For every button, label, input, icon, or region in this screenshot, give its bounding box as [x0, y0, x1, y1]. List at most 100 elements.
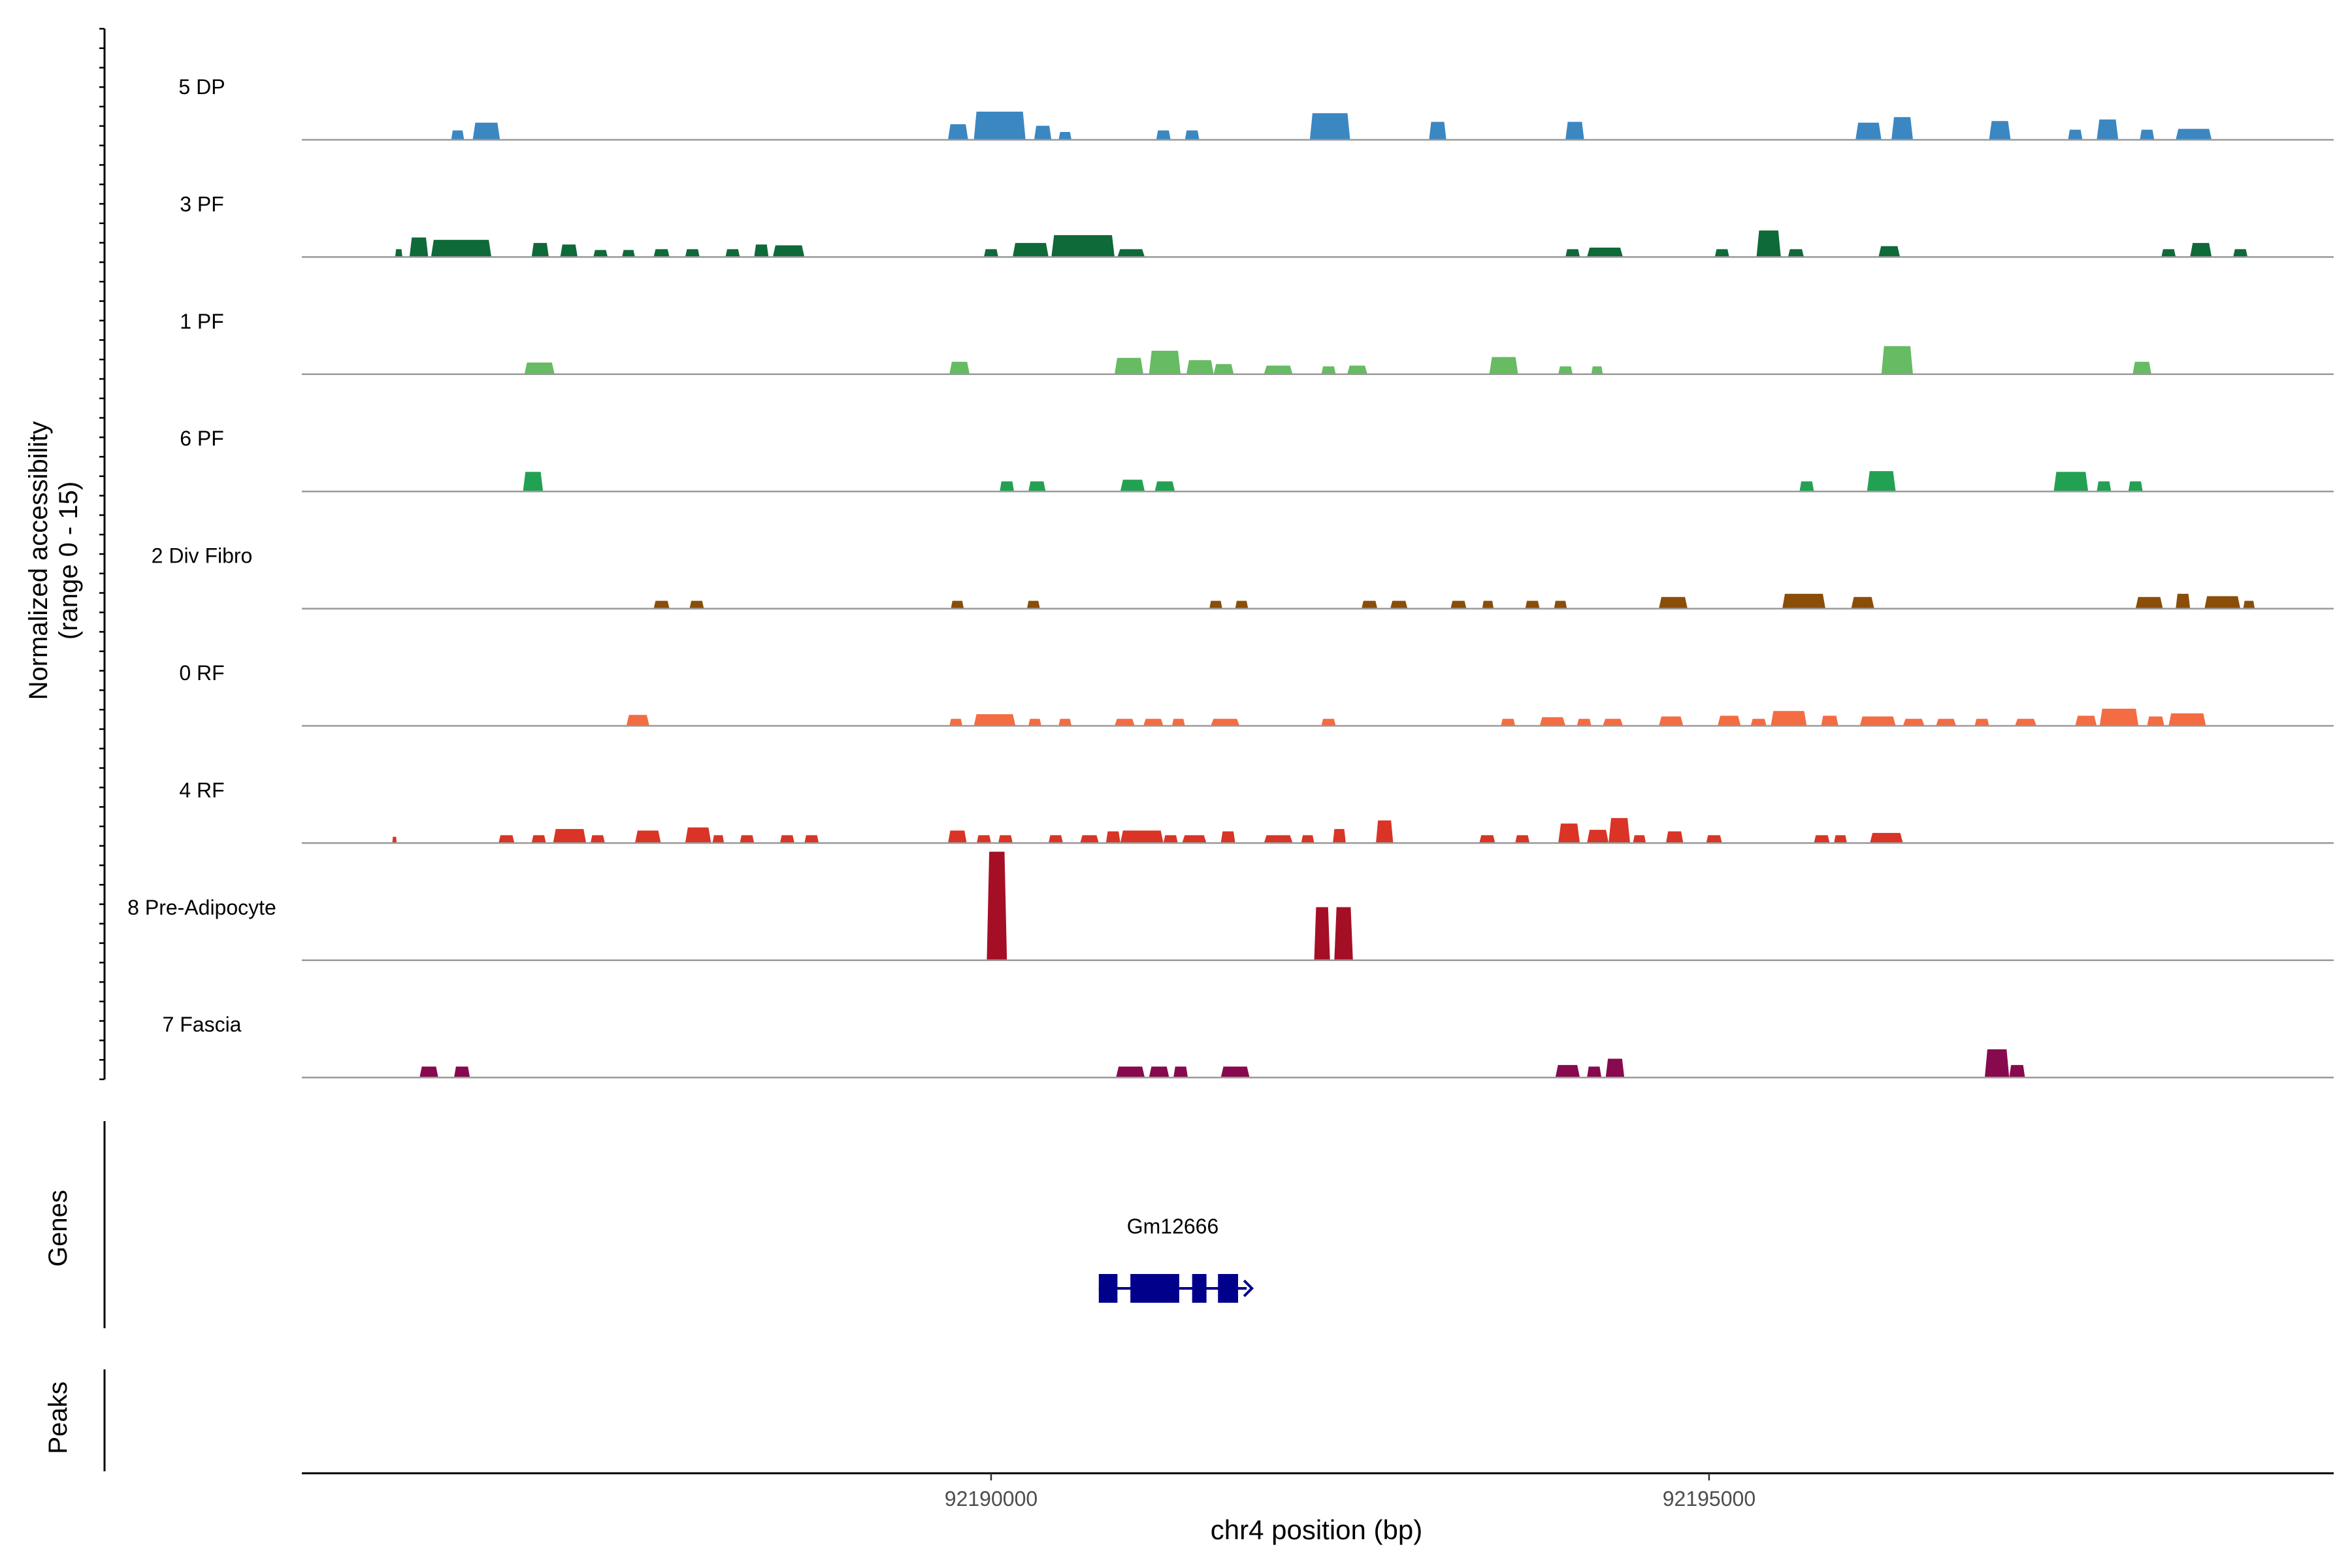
peak [2147, 716, 2164, 726]
peak [987, 851, 1007, 960]
peak [2243, 600, 2255, 609]
peak [1058, 132, 1072, 140]
peak [725, 249, 740, 257]
peak [1116, 1066, 1145, 1078]
peak [1814, 835, 1830, 843]
peak [1120, 830, 1164, 843]
peak [1565, 122, 1584, 140]
peak [1989, 121, 2011, 140]
peak [2140, 129, 2155, 140]
peak [1555, 1065, 1580, 1078]
peak [949, 361, 970, 374]
peak [1182, 835, 1207, 843]
peak [1782, 593, 1825, 609]
peak [1633, 835, 1646, 843]
track-2-div-fibro: 2 Div Fibro [152, 544, 2334, 610]
peak [1028, 481, 1046, 492]
peak [1706, 835, 1722, 843]
peak [419, 1066, 438, 1078]
peak [1718, 715, 1741, 726]
x-tick-label: 92190000 [945, 1487, 1037, 1511]
peak [1173, 1066, 1188, 1078]
peak [1587, 830, 1609, 843]
peak [977, 835, 991, 843]
peak [653, 249, 670, 257]
peak [2097, 119, 2119, 140]
peak [523, 472, 544, 492]
peak [1903, 719, 1925, 726]
peak [2176, 593, 2191, 609]
track-3-pf: 3 PF [180, 192, 2334, 258]
peak [1756, 230, 1781, 257]
gene-exon [1130, 1274, 1179, 1303]
track-label: 8 Pre-Adipocyte [127, 896, 276, 919]
peak [395, 249, 402, 257]
peak [2068, 129, 2083, 140]
peak [1156, 130, 1171, 140]
peak [973, 111, 1026, 140]
peak [1479, 835, 1495, 843]
peak [1771, 711, 1807, 726]
peak [1851, 596, 1874, 609]
peak [1235, 600, 1249, 609]
peak [1489, 357, 1518, 374]
peak [1390, 600, 1408, 609]
peak [772, 245, 805, 257]
peak [1211, 719, 1240, 726]
peak [454, 1066, 470, 1078]
peak [1143, 719, 1164, 726]
track-label: 2 Div Fibro [152, 544, 253, 568]
peak [1171, 719, 1185, 726]
x-tick-label: 92195000 [1663, 1487, 1756, 1511]
track-1-pf: 1 PF [180, 310, 2334, 376]
peak [1309, 113, 1350, 140]
peak [1539, 717, 1566, 726]
peak [1891, 117, 1913, 140]
peak [1058, 719, 1072, 726]
peak [1859, 716, 1896, 726]
peak [1186, 360, 1214, 374]
peak [1117, 249, 1145, 257]
peak [1314, 907, 1330, 960]
axes: 92190000 92195000 [99, 27, 2334, 1511]
peak [2161, 249, 2176, 257]
peaks-track-label: Peaks [44, 1381, 73, 1454]
peak [524, 362, 555, 374]
peak [779, 835, 794, 843]
peak [1450, 600, 1467, 609]
peak [1213, 364, 1234, 374]
gene-exon [1218, 1274, 1239, 1303]
peak [1321, 366, 1336, 374]
gene-track: Gm12666 [1098, 1215, 1254, 1303]
peak [2097, 481, 2112, 492]
peak [1149, 1066, 1169, 1078]
x-axis-label: chr4 position (bp) [1211, 1514, 1423, 1545]
genes-track-label: Genes [44, 1190, 73, 1267]
peak [2190, 242, 2212, 257]
track-5-dp: 5 DP [178, 75, 2334, 141]
peak [626, 715, 649, 726]
track-label: 6 PF [180, 427, 224, 450]
peak [1301, 835, 1315, 843]
peak [1334, 907, 1353, 960]
peak [431, 240, 492, 257]
peak [1974, 719, 1989, 726]
peak [984, 249, 998, 257]
peak [1870, 832, 1903, 843]
track-8-pre-adipocyte: 8 Pre-Adipocyte [127, 851, 2334, 962]
peak [2168, 713, 2206, 726]
gene-exon [1192, 1274, 1207, 1303]
peak [1867, 471, 1896, 492]
peak [754, 244, 769, 257]
peak [1184, 130, 1200, 140]
peak [948, 830, 967, 843]
peak [2015, 719, 2036, 726]
track-label: 3 PF [180, 192, 224, 216]
y-axis-label-line2: (range 0 - 15) [54, 482, 83, 640]
peak [949, 719, 962, 726]
peak [2128, 481, 2143, 492]
peak [2099, 708, 2139, 726]
peak [951, 600, 964, 609]
track-6-pf: 6 PF [180, 427, 2334, 493]
peak [1028, 719, 1041, 726]
